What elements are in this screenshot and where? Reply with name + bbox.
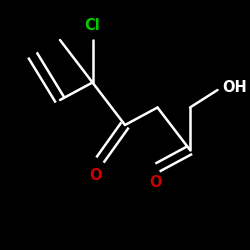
Text: O: O <box>89 168 101 182</box>
Text: Cl: Cl <box>84 18 100 32</box>
Text: OH: OH <box>222 80 247 95</box>
Text: O: O <box>149 175 161 190</box>
